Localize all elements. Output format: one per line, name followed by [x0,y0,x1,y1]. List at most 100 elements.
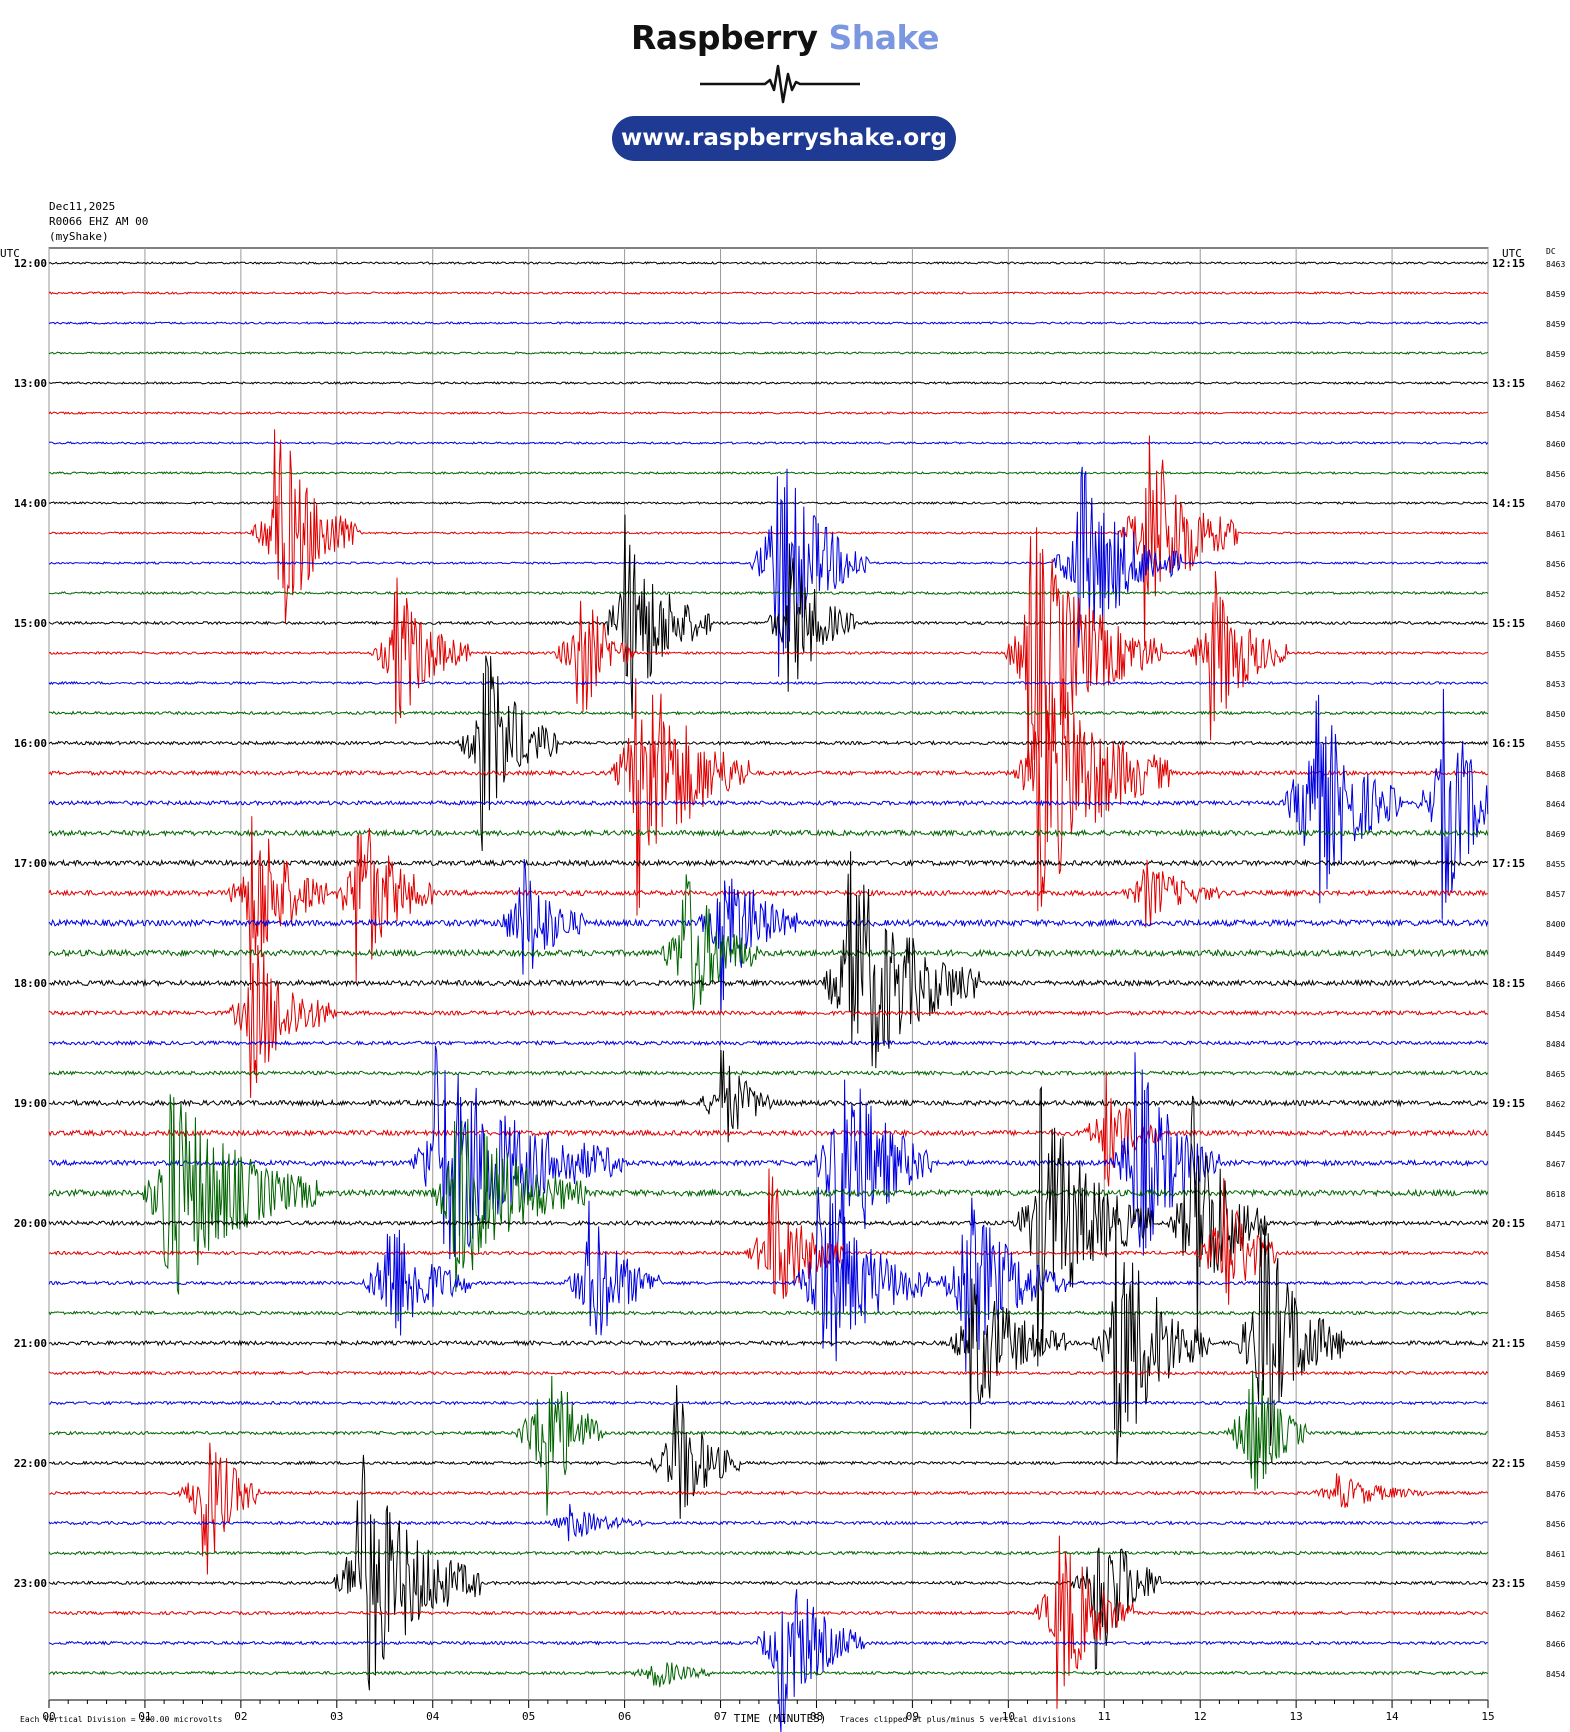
plot-grid [48,247,1489,1708]
dc-offset-label: 8462 [1546,1100,1565,1109]
seismic-trace-line [48,471,1489,475]
seismic-trace-line [48,1662,1489,1688]
website-link[interactable]: www.raspberryshake.org [612,116,956,161]
dc-offset-label: 8461 [1546,530,1565,539]
seismic-trace-line [48,514,1488,719]
plot-frame [48,247,1489,1701]
seismic-trace-line [48,1209,1489,1465]
dc-offset-label: 8467 [1546,1160,1565,1169]
seismic-trace-line [48,945,1489,1098]
dc-offset-label: 8470 [1546,500,1565,509]
right-hour-label: 20:15 [1492,1217,1525,1230]
seismic-trace-line [48,851,1489,1069]
dc-offset-label: 8469 [1546,1370,1565,1379]
right-hour-label: 14:15 [1492,497,1525,510]
left-hour-label: 13:00 [14,377,47,390]
seismic-trace-line [48,1550,1489,1556]
seismic-trace-line [48,1071,1489,1187]
clip-note: Traces clipped at plus/minus 5 vertical … [840,1715,1076,1724]
x-tick-label: 03 [330,1710,343,1723]
seismic-trace-line [48,680,1488,686]
seismic-trace-line [48,291,1489,295]
x-tick-label: 13 [1290,1710,1303,1723]
axis-labels: 00 01 02 03 04 05 06 07 08 09 10 11 12 13 14 15 8463 12:0… [0,247,1565,1725]
seismic-trace-line [48,261,1488,265]
right-hour-label: 17:15 [1492,857,1525,870]
dc-offset-label: 8466 [1546,980,1565,989]
dc-offset-label: 8463 [1546,260,1565,269]
x-tick-label: 01 [138,1710,151,1723]
dc-offset-label: 8459 [1546,320,1565,329]
right-hour-label: 21:15 [1492,1337,1525,1350]
left-hour-label: 18:00 [14,977,47,990]
seismic-trace-line [48,1186,1489,1373]
dc-offset-label: 8454 [1546,1010,1565,1019]
logo-word-shake: Shake [828,18,940,57]
x-tick-label: 08 [810,1710,823,1723]
seismic-trace-line [48,678,1489,916]
x-tick-label: 07 [714,1710,727,1723]
seismic-trace-line [48,1589,1488,1732]
dc-offset-label: 8456 [1546,560,1565,569]
right-hour-label: 15:15 [1492,617,1525,630]
dc-header-label: DC [1546,247,1556,256]
seismic-trace-line [49,466,1489,677]
dc-offset-label: 8618 [1546,1190,1565,1199]
dc-offset-label: 8471 [1546,1220,1565,1229]
right-utc-label: UTC [1502,247,1522,260]
x-tick-label: 14 [1385,1710,1399,1723]
left-hour-label: 15:00 [14,617,47,630]
left-hour-label: 23:00 [14,1577,47,1590]
dc-offset-label: 8454 [1546,410,1565,419]
x-tick-label: 15 [1481,1710,1494,1723]
dc-offset-label: 8453 [1546,1430,1565,1439]
dc-offset-label: 8462 [1546,1610,1565,1619]
dc-offset-label: 8455 [1546,740,1565,749]
dc-offset-label: 8445 [1546,1130,1565,1139]
left-hour-label: 17:00 [14,857,47,870]
dc-offset-label: 8461 [1546,1550,1565,1559]
seismic-trace-line [48,1370,1488,1516]
seismic-trace-line [48,655,1489,852]
seismic-trace-line [48,1370,1489,1376]
seismic-trace-line [48,1310,1489,1316]
left-hour-label: 22:00 [14,1457,47,1470]
right-hour-label: 22:15 [1492,1457,1525,1470]
dc-offset-label: 8476 [1546,1490,1565,1499]
seismic-trace-line [48,1039,1489,1047]
seismic-trace-line [48,828,1489,838]
header-date: Dec11,2025 [49,200,116,213]
seismic-trace-line [48,1069,1489,1077]
seismic-trace-line [48,1442,1489,1575]
dc-offset-label: 8455 [1546,650,1565,659]
seismic-trace-line [48,816,1488,991]
dc-offset-label: 8464 [1546,800,1565,809]
right-hour-label: 13:15 [1492,377,1525,390]
left-hour-label: 16:00 [14,737,47,750]
x-tick-label: 09 [906,1710,919,1723]
seismic-trace-line [48,1503,1488,1542]
x-tick-label: 11 [1098,1710,1111,1723]
dc-offset-label: 8462 [1546,380,1565,389]
seismic-trace-line [49,710,1489,716]
seismic-trace-line [48,1400,1488,1406]
left-utc-label: UTC [0,247,20,260]
dc-offset-label: 8461 [1546,1400,1565,1409]
seismic-trace-line [48,1535,1488,1709]
dc-offset-label: 8453 [1546,680,1565,689]
seismic-trace-line [48,1045,1489,1287]
dc-offset-label: 8459 [1546,1460,1565,1469]
raspberry-shake-logo: Raspberry Shake www.raspberryshake.org [0,0,1570,180]
right-hour-label: 19:15 [1492,1097,1525,1110]
right-hour-label: 18:15 [1492,977,1525,990]
seismic-trace-line [48,858,1489,1013]
header-station: R0066 EHZ AM 00 [49,215,149,228]
header-source: (myShake) [49,230,109,243]
seismic-trace-line [48,1385,1489,1519]
dc-offset-label: 8450 [1546,710,1565,719]
x-tick-label: 04 [426,1710,440,1723]
left-hour-label: 21:00 [14,1337,47,1350]
dc-offset-label: 8459 [1546,350,1565,359]
scale-note: Each Vertical Division = 200.00 microvol… [20,1715,222,1724]
